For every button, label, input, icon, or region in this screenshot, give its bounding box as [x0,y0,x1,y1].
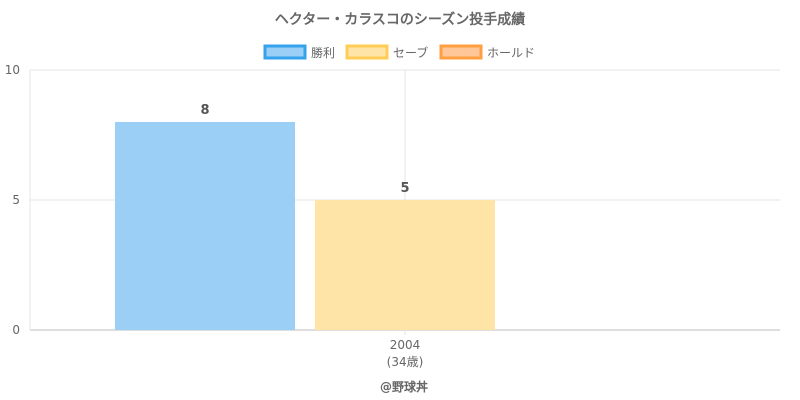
footer-credit: @野球丼 [380,379,428,394]
x-tick-sublabel: (34歳) [387,355,424,369]
legend-item: セーブ [345,44,428,60]
legend-label: セーブ [393,45,428,60]
chart-title: ヘクター・カラスコのシーズン投手成績 [275,11,525,28]
bar-1 [315,200,495,330]
legend-swatch [263,44,307,60]
legend-label: 勝利 [311,45,335,60]
y-tick-label: 5 [12,193,20,207]
legend-label: ホールド [487,46,535,60]
x-tick-label: 2004 [390,338,421,352]
legend-item: 勝利 [263,44,335,60]
data-label: 8 [200,103,209,118]
legend-swatch [345,44,389,60]
legend-item: ホールド [439,44,535,60]
bars [115,122,495,330]
legend: 勝利 セーブ ホールド [263,44,535,60]
labels: 2004 (34歳) 8 5 [200,103,423,369]
y-tick-label: 10 [5,63,20,77]
bar-0 [115,122,295,330]
legend-swatch [439,44,483,60]
y-tick-label: 0 [12,323,20,337]
data-label: 5 [400,181,409,196]
